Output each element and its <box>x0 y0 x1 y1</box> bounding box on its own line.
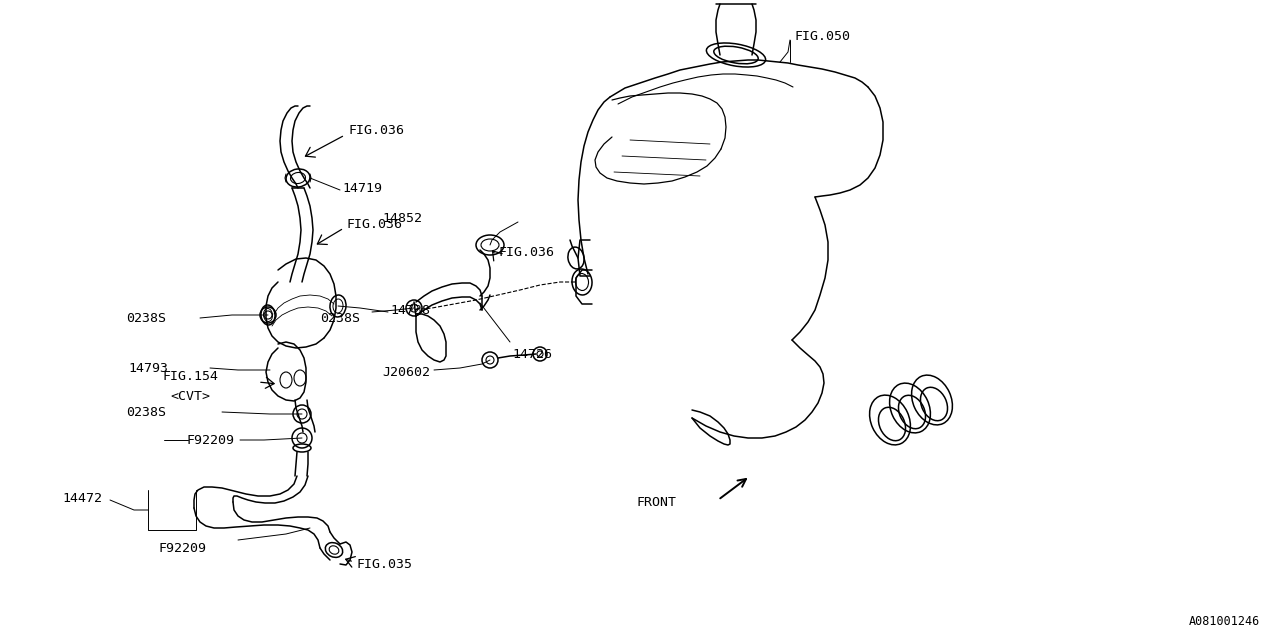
Text: F92209: F92209 <box>157 541 206 554</box>
Text: 14726: 14726 <box>512 348 552 360</box>
Text: FRONT: FRONT <box>636 495 676 509</box>
Text: FIG.050: FIG.050 <box>794 29 850 42</box>
Text: FIG.036: FIG.036 <box>348 124 404 136</box>
Text: FIG.036: FIG.036 <box>498 246 554 259</box>
Text: 14719: 14719 <box>342 182 381 195</box>
Text: FIG.154: FIG.154 <box>163 369 218 383</box>
Text: 14472: 14472 <box>61 492 102 504</box>
Text: 0238S: 0238S <box>125 406 166 419</box>
Text: FIG.035: FIG.035 <box>356 557 412 570</box>
Text: J20602: J20602 <box>381 365 430 378</box>
Text: 14738: 14738 <box>390 303 430 317</box>
Text: 14793: 14793 <box>128 362 168 374</box>
Text: 14852: 14852 <box>381 211 422 225</box>
Text: <CVT>: <CVT> <box>170 390 210 403</box>
Text: 0238S: 0238S <box>320 312 360 324</box>
Text: F92209: F92209 <box>186 433 234 447</box>
Text: 0238S: 0238S <box>125 312 166 324</box>
Text: A081001246: A081001246 <box>1189 615 1260 628</box>
Text: FIG.036: FIG.036 <box>346 218 402 230</box>
